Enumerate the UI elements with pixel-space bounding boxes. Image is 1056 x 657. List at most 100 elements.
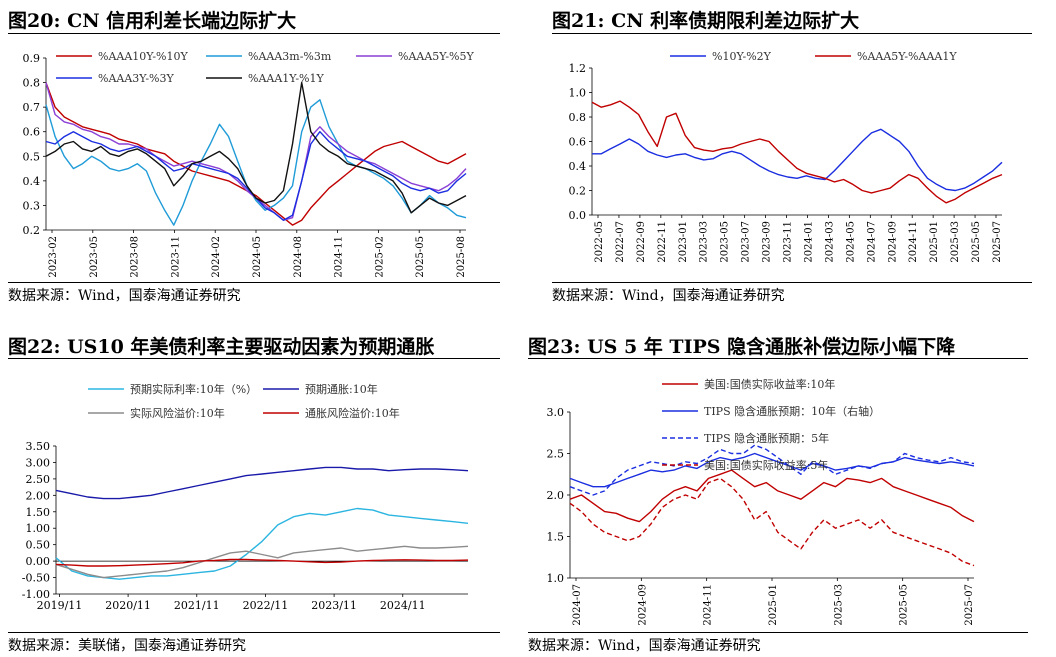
legend-label-1: 美国:国债实际收益率:10年 — [704, 377, 835, 391]
legend-label-2: 预期通胀:10年 — [305, 382, 378, 396]
y-tick-label: 1.0 — [547, 572, 565, 585]
x-tick-label: 2025-05 — [971, 221, 982, 263]
y-tick-label: 1.5 — [547, 531, 565, 544]
x-tick-label: 2022-07 — [615, 221, 626, 263]
x-tick-label: 2022-05 — [594, 221, 605, 263]
legend-label-3: TIPS 隐含通胀预期：5年 — [704, 431, 829, 445]
x-tick-label: 2025-07 — [964, 584, 975, 626]
x-tick-label: 2025-01 — [929, 221, 940, 263]
series-line-3 — [55, 545, 469, 579]
legend-label-1: 预期实际利率:10年（%） — [130, 382, 257, 396]
source-rule-3 — [8, 632, 500, 633]
x-tick-label: 2023-08 — [130, 236, 141, 278]
y-tick-label: 0.50 — [26, 539, 51, 552]
x-tick-label: 2025-05 — [899, 584, 910, 626]
x-tick-label: 2025-08 — [456, 236, 467, 278]
y-tick-label: 0.8 — [23, 77, 41, 90]
series-line-2 — [569, 452, 975, 488]
y-tick-label: 2.00 — [26, 489, 51, 502]
series-line-1 — [569, 469, 975, 523]
x-tick-label: 2024-05 — [252, 236, 263, 278]
x-tick-label: 2024-01 — [803, 221, 814, 263]
x-tick-label: 2024-02 — [211, 236, 222, 278]
x-tick-label: 2024-07 — [866, 221, 877, 263]
x-tick-label: 2024/11 — [380, 599, 426, 612]
series-line-2 — [55, 466, 469, 500]
legend-label-4: %AAA3Y-%3Y — [98, 72, 175, 85]
series-line-2 — [591, 100, 1003, 204]
y-tick-label: 0.6 — [569, 136, 587, 149]
series-line-1 — [45, 82, 467, 226]
x-tick-label: 2024-05 — [845, 221, 856, 263]
series-line-2 — [45, 99, 467, 226]
y-tick-label: 1.50 — [26, 506, 51, 519]
title-rule-3 — [8, 358, 500, 359]
x-tick-label: 2022/11 — [243, 599, 289, 612]
source-note-4: 数据来源：Wind，国泰海通证券研究 — [528, 638, 761, 654]
x-tick-label: 2023/11 — [311, 599, 357, 612]
y-tick-label: 0.2 — [23, 224, 41, 237]
y-tick-label: 0.2 — [569, 185, 587, 198]
series-line-4 — [569, 477, 975, 567]
y-tick-label: 1.00 — [26, 522, 51, 535]
y-tick-label: 3.00 — [26, 456, 51, 469]
legend-label-2: TIPS 隐含通胀预期：10年（右轴） — [704, 404, 880, 418]
series-line-5 — [45, 81, 467, 214]
y-tick-label: 0.7 — [23, 101, 41, 114]
source-rule-4 — [528, 632, 1028, 633]
x-tick-label: 2025-03 — [833, 584, 844, 626]
x-tick-label: 2025-02 — [374, 236, 385, 278]
legend-label-5: %AAA1Y-%1Y — [248, 72, 325, 85]
x-tick-label: 2023-05 — [89, 236, 100, 278]
y-tick-label: 0.5 — [23, 150, 41, 163]
series-line-4 — [45, 130, 467, 221]
x-tick-label: 2023-11 — [170, 236, 181, 278]
y-tick-label: 2.50 — [26, 473, 51, 486]
x-tick-label: 2023-05 — [720, 221, 731, 263]
x-tick-label: 2024-07 — [572, 584, 583, 626]
x-tick-label: 2025-03 — [950, 221, 961, 263]
y-tick-label: 0.4 — [569, 160, 587, 173]
y-tick-label: 3.0 — [547, 406, 565, 419]
x-tick-label: 2024-11 — [703, 584, 714, 626]
series-line-3 — [569, 444, 975, 496]
line-chart-1: 0.9 0.8 0.7 0.6 0.5 0.4 0.3 0.2 2023-02 2023-05 20… — [23, 50, 475, 278]
title-rule-4 — [528, 358, 1028, 359]
x-tick-label: 2024-11 — [334, 236, 345, 278]
x-tick-label: 2023-11 — [783, 221, 794, 263]
line-chart-4: 3.0 2.5 2.0 1.5 1.0 2024-07 2024-09 2024-11 2025… — [547, 377, 976, 626]
source-note-3: 数据来源：美联储，国泰海通证券研究 — [8, 638, 246, 654]
source-rule-2 — [552, 282, 1032, 283]
y-tick-label: 0.3 — [23, 199, 41, 212]
x-tick-label: 2025-05 — [415, 236, 426, 278]
source-rule-1 — [8, 282, 500, 283]
y-tick-label: 0.6 — [23, 126, 41, 139]
chart-title-3: 图22: US10 年美债利率主要驱动因素为预期通胀 — [8, 336, 435, 358]
x-tick-label: 2023-09 — [762, 221, 773, 263]
x-tick-label: 2025-01 — [768, 584, 779, 626]
y-tick-label: 1.0 — [569, 87, 587, 100]
y-tick-label: 0.4 — [23, 175, 41, 188]
chart-title-4: 图23: US 5 年 TIPS 隐含通胀补偿边际小幅下降 — [528, 336, 956, 358]
legend-label-3: %AAA5Y-%5Y — [398, 50, 475, 63]
legend-label-4: 美国:国债实际收益率:5年 — [704, 458, 828, 472]
x-tick-label: 2024-09 — [637, 584, 648, 626]
series-line-4 — [55, 558, 469, 567]
source-note-2: 数据来源：Wind，国泰海通证券研究 — [552, 288, 785, 304]
x-tick-label: 2022-11 — [657, 221, 668, 263]
x-tick-label: 2023-01 — [678, 221, 689, 263]
legend-label-1: %AAA10Y-%10Y — [98, 50, 189, 63]
y-tick-label: 2.5 — [547, 448, 565, 461]
y-tick-label: 0.0 — [569, 209, 587, 222]
series-line-1 — [592, 128, 1003, 192]
x-tick-label: 2023-07 — [741, 221, 752, 263]
legend-label-2: %AAA3m-%3m — [248, 50, 332, 63]
line-chart-2: 1.2 1.0 0.8 0.6 0.4 0.2 0.0 2022-05 2022-07 2022-… — [569, 50, 1004, 263]
y-tick-label: 0.9 — [23, 52, 41, 65]
title-rule-2 — [552, 33, 1032, 34]
chart-title-2: 图21: CN 利率债期限利差边际扩大 — [552, 10, 860, 32]
x-tick-label: 2023-03 — [699, 221, 710, 263]
x-tick-label: 2020/11 — [105, 599, 151, 612]
x-tick-label: 2021/11 — [174, 599, 220, 612]
y-tick-label: 3.50 — [26, 440, 51, 453]
